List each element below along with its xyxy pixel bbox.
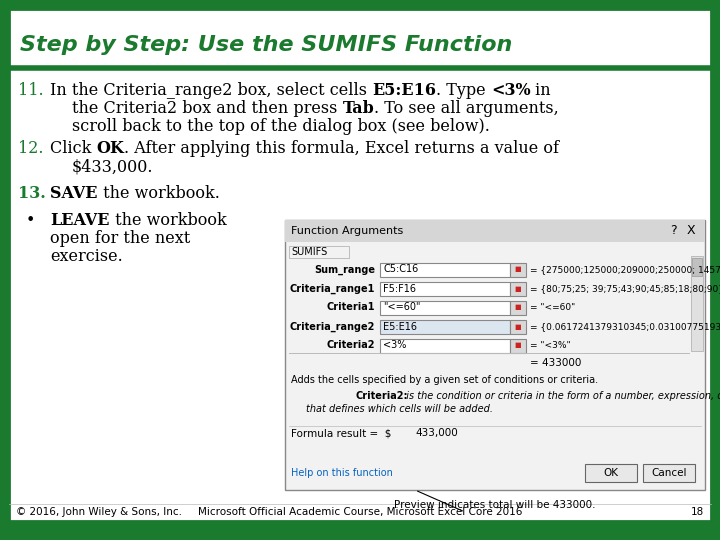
Text: ?: ? bbox=[670, 225, 677, 238]
Text: Criteria2: Criteria2 bbox=[326, 341, 375, 350]
Text: Adds the cells specified by a given set of conditions or criteria.: Adds the cells specified by a given set … bbox=[291, 375, 598, 385]
Text: 11.: 11. bbox=[18, 82, 44, 99]
Text: the workbook.: the workbook. bbox=[97, 185, 220, 202]
Text: . Type: . Type bbox=[436, 82, 491, 99]
Text: Criteria_range1: Criteria_range1 bbox=[289, 284, 375, 294]
Text: . After applying this formula, Excel returns a value of: . After applying this formula, Excel ret… bbox=[125, 140, 559, 157]
Text: = {0.0617241379310345;0.0310077519379…: = {0.0617241379310345;0.0310077519379… bbox=[530, 322, 720, 331]
Text: scroll back to the top of the dialog box (see below).: scroll back to the top of the dialog box… bbox=[72, 118, 490, 135]
Text: LEAVE: LEAVE bbox=[50, 212, 109, 229]
Text: E5:E16: E5:E16 bbox=[372, 82, 436, 99]
Text: SUMIFS: SUMIFS bbox=[291, 247, 328, 257]
Text: © 2016, John Wiley & Sons, Inc.: © 2016, John Wiley & Sons, Inc. bbox=[16, 507, 182, 517]
Text: ■: ■ bbox=[515, 286, 521, 292]
Text: 13.: 13. bbox=[18, 185, 46, 202]
Text: 18: 18 bbox=[690, 507, 704, 517]
Bar bbox=[585, 464, 637, 482]
Bar bbox=[285, 220, 705, 490]
Text: Formula result =  $: Formula result = $ bbox=[291, 428, 392, 438]
Text: = "<=60": = "<=60" bbox=[530, 303, 575, 312]
Text: open for the next: open for the next bbox=[50, 230, 190, 247]
Text: Step by Step: Use the SUMIFS Function: Step by Step: Use the SUMIFS Function bbox=[20, 35, 513, 55]
Text: ■: ■ bbox=[515, 342, 521, 348]
Text: Sum_range: Sum_range bbox=[314, 265, 375, 275]
Text: OK: OK bbox=[603, 468, 618, 478]
Text: ■: ■ bbox=[515, 323, 521, 329]
Text: F5:F16: F5:F16 bbox=[383, 284, 416, 294]
Text: Preview indicates total will be 433000.: Preview indicates total will be 433000. bbox=[395, 500, 595, 510]
Text: is the condition or criteria in the form of a number, expression, or text: is the condition or criteria in the form… bbox=[400, 391, 720, 401]
Text: OK: OK bbox=[96, 140, 125, 157]
Bar bbox=[692, 258, 702, 276]
Text: = {80;75;25; 39;75;43;90;45;85;18;80;90}: = {80;75;25; 39;75;43;90;45;85;18;80;90} bbox=[530, 284, 720, 293]
Bar bbox=[510, 281, 526, 295]
Text: Criteria1: Criteria1 bbox=[326, 302, 375, 313]
Text: ■: ■ bbox=[515, 267, 521, 273]
Bar bbox=[510, 300, 526, 314]
Text: In the Criteria_range2 box, select cells: In the Criteria_range2 box, select cells bbox=[50, 82, 372, 99]
Bar bbox=[380, 320, 510, 334]
Text: Cancel: Cancel bbox=[652, 468, 687, 478]
Bar bbox=[510, 262, 526, 276]
Text: the Criteria2 box and then press: the Criteria2 box and then press bbox=[72, 100, 343, 117]
Text: ■: ■ bbox=[515, 305, 521, 310]
Text: Microsoft Official Academic Course, Microsoft Excel Core 2016: Microsoft Official Academic Course, Micr… bbox=[198, 507, 522, 517]
Bar bbox=[380, 262, 510, 276]
Bar bbox=[510, 320, 526, 334]
Bar bbox=[643, 464, 695, 482]
Bar bbox=[380, 281, 510, 295]
Text: $433,000.: $433,000. bbox=[72, 158, 153, 175]
Text: Help on this function: Help on this function bbox=[291, 468, 393, 478]
Text: Click: Click bbox=[50, 140, 96, 157]
Text: the workbook: the workbook bbox=[109, 212, 226, 229]
Text: •: • bbox=[26, 212, 35, 229]
Text: = {275000;125000;209000;250000; 14570…: = {275000;125000;209000;250000; 14570… bbox=[530, 265, 720, 274]
Text: that defines which cells will be added.: that defines which cells will be added. bbox=[307, 404, 493, 414]
Text: Function Arguments: Function Arguments bbox=[291, 226, 403, 236]
Bar bbox=[380, 339, 510, 353]
Text: Criteria_range2: Criteria_range2 bbox=[289, 321, 375, 332]
Text: <3%: <3% bbox=[383, 341, 406, 350]
Text: = 433000: = 433000 bbox=[530, 358, 581, 368]
Bar bbox=[510, 339, 526, 353]
Bar bbox=[285, 220, 705, 242]
Text: exercise.: exercise. bbox=[50, 248, 122, 265]
Text: SAVE: SAVE bbox=[50, 185, 97, 202]
Bar bbox=[691, 256, 703, 351]
Text: "<=60": "<=60" bbox=[383, 302, 420, 313]
Text: Criteria2:: Criteria2: bbox=[355, 391, 408, 401]
Text: in: in bbox=[531, 82, 551, 99]
Text: = "<3%": = "<3%" bbox=[530, 341, 571, 350]
Text: 433,000: 433,000 bbox=[415, 428, 458, 438]
Bar bbox=[380, 300, 510, 314]
Text: 12.: 12. bbox=[18, 140, 43, 157]
Bar bbox=[289, 246, 349, 258]
Text: Tab: Tab bbox=[343, 100, 374, 117]
Text: E5:E16: E5:E16 bbox=[383, 321, 417, 332]
Text: X: X bbox=[687, 225, 696, 238]
Text: C5:C16: C5:C16 bbox=[383, 265, 418, 274]
Text: . To see all arguments,: . To see all arguments, bbox=[374, 100, 559, 117]
Text: <3%: <3% bbox=[491, 82, 531, 99]
